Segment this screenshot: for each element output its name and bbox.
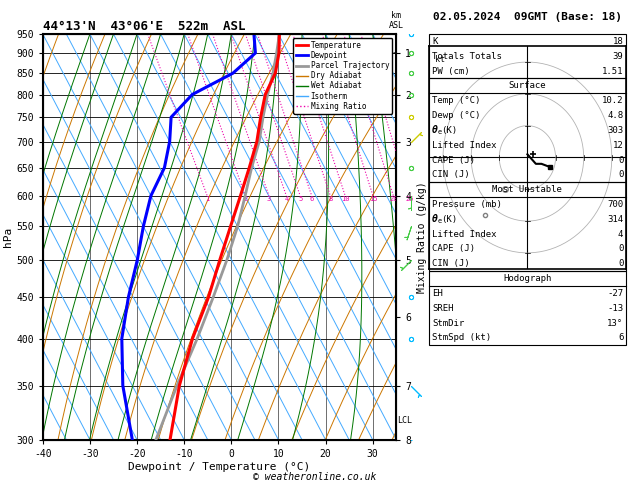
Text: Lifted Index: Lifted Index (432, 229, 497, 239)
Text: 0: 0 (618, 156, 623, 165)
Text: CAPE (J): CAPE (J) (432, 156, 475, 165)
Text: 4: 4 (618, 229, 623, 239)
Text: 3: 3 (267, 196, 271, 202)
Text: CAPE (J): CAPE (J) (432, 244, 475, 254)
Text: SREH: SREH (432, 304, 454, 313)
Text: Totals Totals: Totals Totals (432, 52, 502, 61)
Text: Hodograph: Hodograph (503, 274, 552, 283)
Y-axis label: hPa: hPa (3, 227, 13, 247)
Text: EH: EH (432, 289, 443, 298)
Text: 10: 10 (341, 196, 350, 202)
Text: 44°13'N  43°06'E  522m  ASL: 44°13'N 43°06'E 522m ASL (43, 20, 245, 33)
Text: θ: θ (432, 125, 438, 136)
Text: 0: 0 (618, 170, 623, 179)
Text: Lifted Index: Lifted Index (432, 140, 497, 150)
Text: Temp (°C): Temp (°C) (432, 96, 481, 105)
Text: 0: 0 (618, 244, 623, 254)
Legend: Temperature, Dewpoint, Parcel Trajectory, Dry Adiabat, Wet Adiabat, Isotherm, Mi: Temperature, Dewpoint, Parcel Trajectory… (293, 38, 392, 114)
Text: Dewp (°C): Dewp (°C) (432, 111, 481, 120)
Text: (K): (K) (442, 126, 458, 135)
Text: © weatheronline.co.uk: © weatheronline.co.uk (253, 472, 376, 482)
Text: 2: 2 (243, 196, 247, 202)
Text: PW (cm): PW (cm) (432, 67, 470, 76)
Text: 4: 4 (284, 196, 289, 202)
Text: 1: 1 (205, 196, 209, 202)
Text: km
ASL: km ASL (389, 11, 404, 30)
Text: 4.8: 4.8 (607, 111, 623, 120)
Text: 13°: 13° (607, 318, 623, 328)
Text: CIN (J): CIN (J) (432, 259, 470, 268)
Y-axis label: Mixing Ratio (g/kg): Mixing Ratio (g/kg) (417, 181, 426, 293)
Text: CIN (J): CIN (J) (432, 170, 470, 179)
Text: Most Unstable: Most Unstable (493, 185, 562, 194)
Text: 12: 12 (613, 140, 623, 150)
Text: -27: -27 (607, 289, 623, 298)
Text: 39: 39 (613, 52, 623, 61)
Text: e: e (438, 218, 442, 224)
Text: StmDir: StmDir (432, 318, 464, 328)
Text: 6: 6 (618, 333, 623, 343)
Text: 303: 303 (607, 126, 623, 135)
Text: 20: 20 (389, 196, 398, 202)
Text: θ: θ (432, 214, 438, 225)
X-axis label: Dewpoint / Temperature (°C): Dewpoint / Temperature (°C) (128, 462, 311, 471)
Text: 02.05.2024  09GMT (Base: 18): 02.05.2024 09GMT (Base: 18) (433, 12, 622, 22)
Text: kt: kt (435, 55, 445, 64)
Text: (K): (K) (442, 215, 458, 224)
Text: 6: 6 (309, 196, 314, 202)
Text: Pressure (mb): Pressure (mb) (432, 200, 502, 209)
Text: 25: 25 (405, 196, 414, 202)
Text: K: K (432, 37, 438, 46)
Text: 18: 18 (613, 37, 623, 46)
Text: StmSpd (kt): StmSpd (kt) (432, 333, 491, 343)
Text: 5: 5 (298, 196, 303, 202)
Text: Surface: Surface (509, 81, 546, 90)
Text: 10.2: 10.2 (602, 96, 623, 105)
Text: -13: -13 (607, 304, 623, 313)
Text: 8: 8 (328, 196, 333, 202)
Text: LCL: LCL (398, 417, 413, 425)
Text: 15: 15 (369, 196, 377, 202)
Text: 0: 0 (618, 259, 623, 268)
Text: 700: 700 (607, 200, 623, 209)
Text: 314: 314 (607, 215, 623, 224)
Text: 1.51: 1.51 (602, 67, 623, 76)
Text: e: e (438, 129, 442, 135)
